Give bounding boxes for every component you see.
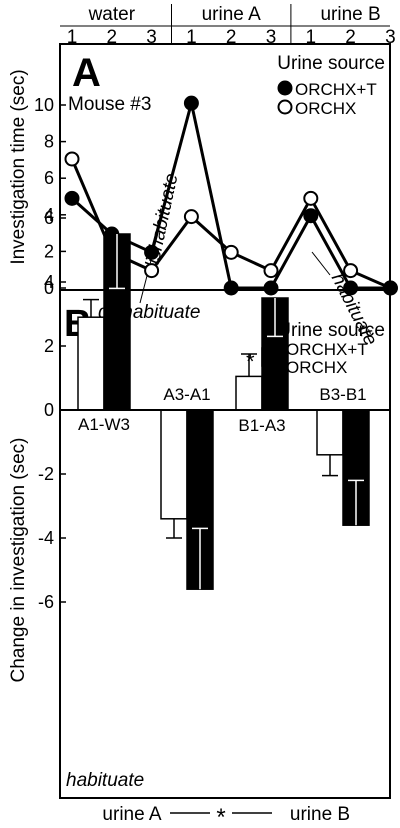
x-tick-label: 2 [107, 27, 118, 48]
y-tick-label-a: 6 [44, 168, 54, 188]
bottom-comparison: urine A * urine B [102, 804, 350, 828]
data-point-orchx-t [64, 190, 80, 206]
y-tick-label-b: -6 [38, 592, 54, 612]
y-tick-label-b: 4 [44, 272, 54, 292]
bar-orchx [316, 409, 344, 456]
y-tick-label-a: 8 [44, 132, 54, 152]
data-point-orchx-t [263, 280, 279, 296]
condition-group-label: water [88, 4, 136, 25]
x-tick-label: 2 [345, 27, 356, 48]
y-tick-label-a: 2 [44, 241, 54, 261]
data-point-orchx-t [183, 95, 199, 111]
legend-label-b-orchx-t: ORCHX+T [286, 340, 368, 359]
legend-label-orchx-t: ORCHX+T [295, 80, 377, 99]
x-tick-label: 3 [146, 27, 157, 48]
data-point-orchx [303, 190, 319, 206]
data-point-orchx-t [223, 280, 239, 296]
x-tick-label: 2 [226, 27, 237, 48]
data-point-orchx [343, 263, 359, 279]
bar-orchx [160, 409, 188, 520]
y-tick-label-b: 6 [44, 208, 54, 228]
data-point-orchx [263, 263, 279, 279]
x-tick-label: 1 [67, 27, 78, 48]
legend-marker-open [277, 99, 293, 115]
data-point-orchx [64, 151, 80, 167]
data-point-orchx-t [144, 244, 160, 260]
x-tick-label: 3 [266, 27, 277, 48]
data-point-orchx [223, 244, 239, 260]
category-label: B3-B1 [319, 385, 366, 404]
y-tick-label-b: -2 [38, 464, 54, 484]
comparison-left-label: urine A [102, 804, 161, 825]
data-point-orchx [144, 263, 160, 279]
habituate-guide-line [311, 251, 331, 276]
condition-group-label: urine A [202, 4, 261, 25]
x-tick-label: 1 [186, 27, 197, 48]
y-axis-label-a: Investigation time (sec) [8, 69, 29, 264]
x-tick-label: 3 [385, 27, 396, 48]
y-tick-label-b: 0 [44, 400, 54, 420]
legend-title-a: Urine source [277, 53, 385, 74]
comparison-right-label: urine B [290, 804, 350, 825]
panel-label-a: A [72, 51, 101, 95]
category-label: A3-A1 [163, 385, 210, 404]
y-tick-label-a: 4 [44, 205, 54, 225]
legend-label-b-orchx: ORCHX [286, 358, 347, 377]
y-tick-label-a: 10 [34, 95, 54, 115]
y-axis-label-b: Change in investigation (sec) [8, 437, 29, 682]
data-point-orchx [183, 209, 199, 225]
bars-b [77, 233, 370, 590]
x-tick-label: 1 [306, 27, 317, 48]
bar-orchx [77, 316, 105, 411]
annotation-mouse: Mouse #3 [68, 94, 151, 115]
legend-marker-filled [277, 80, 293, 96]
annotation-habituate-b: habituate [66, 770, 144, 791]
annotation-dishabituate: dishabituate [141, 172, 183, 277]
comparison-marker: * [216, 804, 225, 828]
legend-title-b: Urine source [277, 320, 385, 341]
legend-significance-marker: * [246, 349, 255, 374]
condition-group-label: urine B [320, 4, 380, 25]
data-point-orchx-t [343, 280, 359, 296]
bar-orchx [235, 375, 263, 411]
category-labels-b: A1-W3 A3-A1 B1-A3 B3-B1 [78, 385, 367, 435]
y-tick-label-b: -4 [38, 528, 54, 548]
category-label: B1-A3 [238, 416, 285, 435]
plot-frame-b [59, 289, 391, 799]
data-point-orchx-t [303, 208, 319, 224]
y-tick-label-b: 2 [44, 336, 54, 356]
y-tick-label-a: 0 [44, 278, 54, 298]
legend-label-orchx: ORCHX [295, 99, 356, 118]
category-label: A1-W3 [78, 415, 130, 434]
